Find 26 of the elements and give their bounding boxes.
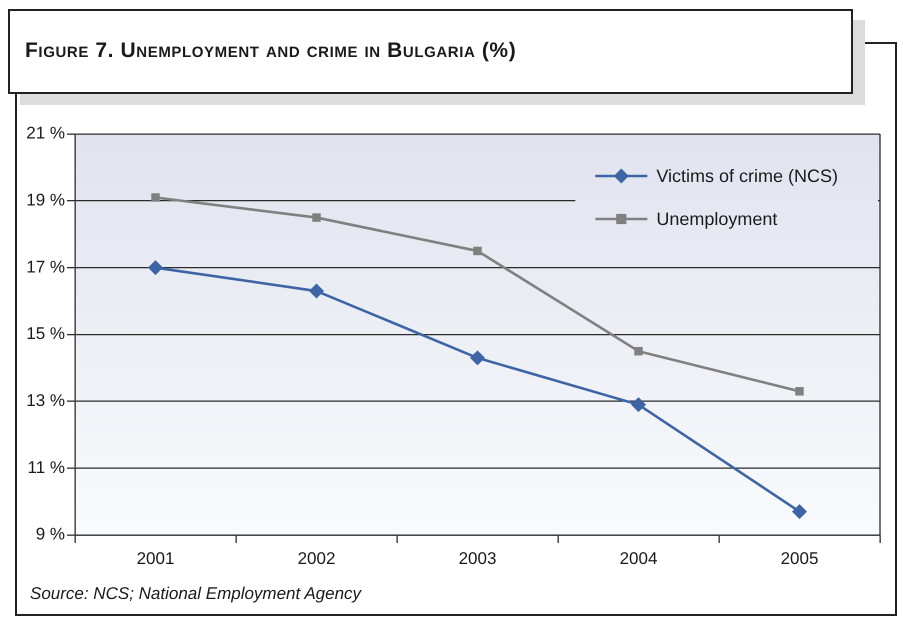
legend-label: Unemployment	[656, 208, 778, 229]
point	[473, 246, 482, 256]
point	[309, 284, 324, 299]
y-tick-label: 11 %	[28, 458, 65, 477]
x-tick-label: 2002	[298, 548, 336, 568]
source-note: Source: NCS; National Employment Agency	[30, 584, 362, 604]
x-tick-label: 2001	[136, 548, 174, 568]
legend-label: Victims of crime (NCS)	[656, 166, 838, 186]
y-tick-label: 15 %	[26, 324, 65, 344]
chart-title: Figure 7. Unemployment and crime in Bulgaria (%)	[25, 39, 516, 63]
point	[470, 350, 485, 366]
point	[148, 260, 163, 276]
point	[792, 504, 807, 520]
y-tick-label: 13 %	[26, 391, 65, 410]
y-tick-label: 19 %	[26, 190, 65, 210]
point	[151, 193, 160, 202]
x-tick-label: 2005	[780, 548, 818, 568]
y-tick-label: 21 %	[26, 124, 65, 143]
point	[795, 387, 804, 396]
point	[312, 213, 321, 222]
x-tick-label: 2004	[620, 548, 658, 568]
point	[634, 346, 643, 356]
x-tick-label: 2003	[458, 548, 496, 568]
y-tick-label: 9 %	[36, 524, 65, 544]
y-tick-label: 17 %	[26, 257, 65, 276]
point	[631, 397, 646, 412]
